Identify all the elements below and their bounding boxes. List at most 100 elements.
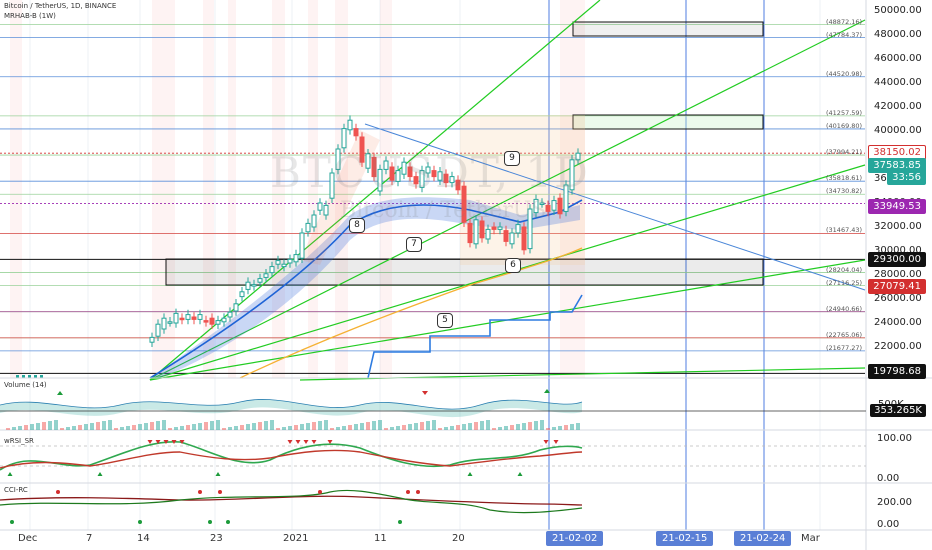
candle-body [149,336,155,343]
volume-bar [324,420,328,430]
price-tick: 22000.00 [874,341,922,352]
candle-body [365,153,371,169]
fib-level-label: (28204.04) [826,265,863,274]
cci-sell-dot [416,490,420,494]
trendline [149,0,601,381]
candle-body [347,119,353,131]
volume-bar [456,425,460,430]
cci-buy-dot [398,520,402,524]
watermark-ticker: BTCUSDT, 1D [270,148,590,197]
wrsi-sell-signal [543,440,549,444]
volume-bar [552,427,556,430]
volume-bar [6,428,10,430]
cci-pane-title[interactable]: CCI-RC [4,486,28,494]
time-marker-0224[interactable]: 21-02-24 [734,531,792,546]
volume-bar [150,422,154,430]
candle-body [377,168,383,192]
volume-bar [240,425,244,430]
candle-body [395,170,401,182]
candle-body [413,176,419,185]
fib-level-label: (41257.59) [826,108,863,117]
volume-bar [198,423,202,430]
volume-bar [354,424,358,430]
volume-bar [30,424,34,430]
wrsi-tick-100: 100.00 [877,433,912,444]
candle-body [353,128,359,137]
fib-level-label: (35818.61) [826,174,863,183]
cci-buy-dot [226,520,230,524]
candle-body [509,232,515,245]
candle-body [521,226,527,251]
symbol-title[interactable]: Bitcoin / TetherUS, 1D, BINANCE [4,2,117,10]
volume-bar [138,424,142,430]
candle-body [503,230,509,242]
volume-bar [204,422,208,430]
wrsi-sell-signal [327,440,333,444]
candle-body [179,317,185,321]
wrsi-sell-signal [155,440,161,444]
volume-bar [342,426,346,430]
wrsi-sell-signal [311,440,317,444]
volume-bar [336,427,340,430]
candle-body [389,166,395,181]
volume-bar [414,423,418,430]
price-tick: 42000.00 [874,101,922,112]
volume-pane-title[interactable]: Volume (14) [4,381,47,389]
resistance-box-mid [572,114,764,130]
volume-bar [312,422,316,430]
wrsi-pane-title[interactable]: wRSI_SR [4,437,34,445]
candle-body [437,171,443,181]
volume-bar [492,428,496,430]
candle-body [233,303,239,312]
cci-sell-dot [56,490,60,494]
volume-bar [396,426,400,430]
volume-bar [294,425,298,430]
wrsi-sell-signal [163,440,169,444]
candle-body [485,228,491,240]
session-band [10,0,22,378]
volume-bar [288,426,292,430]
volume-bar [540,420,544,430]
candle-body [479,220,485,239]
volume-bar [60,428,64,430]
candle-body [419,170,425,188]
candle-body [263,273,269,278]
volume-bar [570,424,574,430]
price-tag: 27079.41 [868,279,926,294]
volume-bar [18,426,22,430]
cci-tick-0: 0.00 [877,519,900,530]
volume-bar [120,427,124,430]
time-marker-0202[interactable]: 21-02-02 [546,531,604,546]
price-tick: 28000.00 [874,269,922,280]
session-band [203,0,214,378]
candle-body [569,159,575,191]
volume-bar [450,426,454,430]
candle-body [443,173,449,184]
slow-ma-line [239,247,583,379]
indicator-title[interactable]: MRHAB-B (1W) [4,12,56,20]
volume-bar [408,424,412,430]
price-tick: 40000.00 [874,125,922,136]
time-marker-0215[interactable]: 21-02-15 [656,531,714,546]
wrsi-sell-signal [295,440,301,444]
volume-bar [486,420,490,430]
candle-body [197,314,203,320]
volume-bar [372,421,376,430]
session-band [335,0,348,378]
volume-bar [402,425,406,430]
volume-bar [84,424,88,430]
wrsi-line [0,441,583,471]
candle-body [269,266,275,274]
candle-body [371,156,377,178]
volume-signal [544,389,550,393]
volume-bar [216,420,220,430]
fib-level-label: (40169.80) [826,121,863,130]
wave-label-7: 7 [406,237,422,252]
volume-bar [168,428,172,430]
fib-level-label: (37994.21) [826,148,863,157]
candle-body [40,375,43,378]
volume-bar [270,420,274,430]
wrsi-sell-signal [303,440,309,444]
